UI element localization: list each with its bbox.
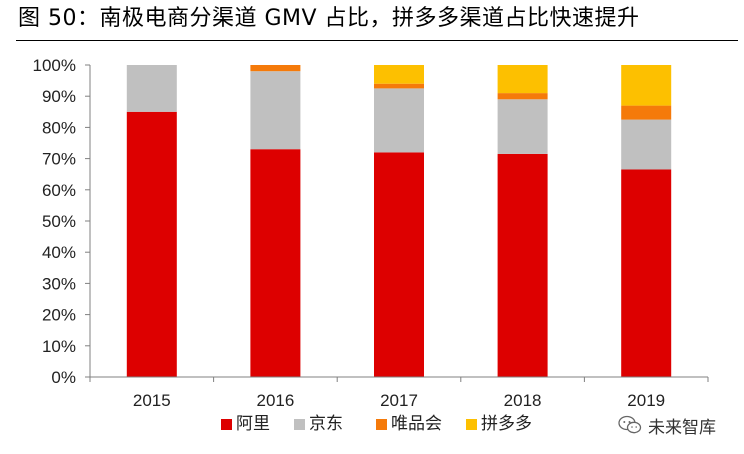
- legend: 阿里 京东 唯品会 拼多多: [221, 414, 532, 433]
- legend-swatch: [294, 419, 305, 430]
- bar-2016-阿里: [250, 149, 301, 377]
- x-tick-label: 2017: [380, 391, 418, 410]
- bar-2016-京东: [250, 71, 301, 150]
- x-tick-label: 2018: [504, 391, 542, 410]
- legend-swatch: [466, 419, 477, 430]
- bar-2018-京东: [497, 99, 548, 154]
- legend-label: 阿里: [236, 414, 270, 433]
- x-tick-label: 2015: [133, 391, 171, 410]
- bar-2018-拼多多: [497, 65, 548, 94]
- y-tick-label: 10%: [42, 337, 76, 356]
- bar-2018-阿里: [497, 153, 548, 377]
- y-tick-label: 70%: [42, 150, 76, 169]
- bar-2019-阿里: [621, 169, 672, 377]
- y-tick-label: 90%: [42, 87, 76, 106]
- bar-2017-唯品会: [374, 83, 424, 89]
- bar-2016-唯品会: [250, 65, 301, 72]
- legend-swatch: [376, 419, 387, 430]
- y-axis-ticks: 0% 10% 20% 30% 40% 50% 60% 70% 80% 90% 100%: [33, 56, 90, 387]
- bar-2019-唯品会: [621, 105, 672, 120]
- y-tick-label: 80%: [42, 118, 76, 137]
- legend-label: 拼多多: [481, 414, 532, 433]
- bar-group: [126, 65, 672, 378]
- y-tick-label: 30%: [42, 274, 76, 293]
- legend-swatch: [221, 419, 232, 430]
- bar-2015-京东: [126, 65, 177, 112]
- bar-2015-阿里: [126, 111, 177, 378]
- y-tick-label: 60%: [42, 181, 76, 200]
- wechat-icon: [618, 415, 642, 434]
- y-tick-label: 0%: [51, 368, 76, 387]
- bar-2017-京东: [374, 88, 424, 153]
- watermark-text: 未来智库: [648, 417, 716, 438]
- chart-title: 图 50：南极电商分渠道 GMV 占比，拼多多渠道占比快速提升: [18, 6, 640, 31]
- legend-label: 京东: [309, 414, 343, 433]
- bar-2019-京东: [621, 119, 672, 170]
- x-axis-ticks: 2015 2016 2017 2018 2019: [89, 377, 709, 410]
- y-tick-label: 50%: [42, 212, 76, 231]
- bar-2017-阿里: [374, 152, 424, 377]
- legend-label: 唯品会: [391, 414, 442, 433]
- x-tick-label: 2016: [256, 391, 294, 410]
- title-divider: [16, 40, 738, 41]
- bar-2017-拼多多: [374, 65, 424, 84]
- y-tick-label: 20%: [42, 306, 76, 325]
- watermark: 未来智库: [618, 412, 716, 438]
- x-tick-label: 2019: [627, 391, 665, 410]
- bar-2019-拼多多: [621, 65, 672, 106]
- y-tick-label: 100%: [33, 56, 76, 75]
- bar-2018-唯品会: [497, 93, 548, 100]
- y-tick-label: 40%: [42, 243, 76, 262]
